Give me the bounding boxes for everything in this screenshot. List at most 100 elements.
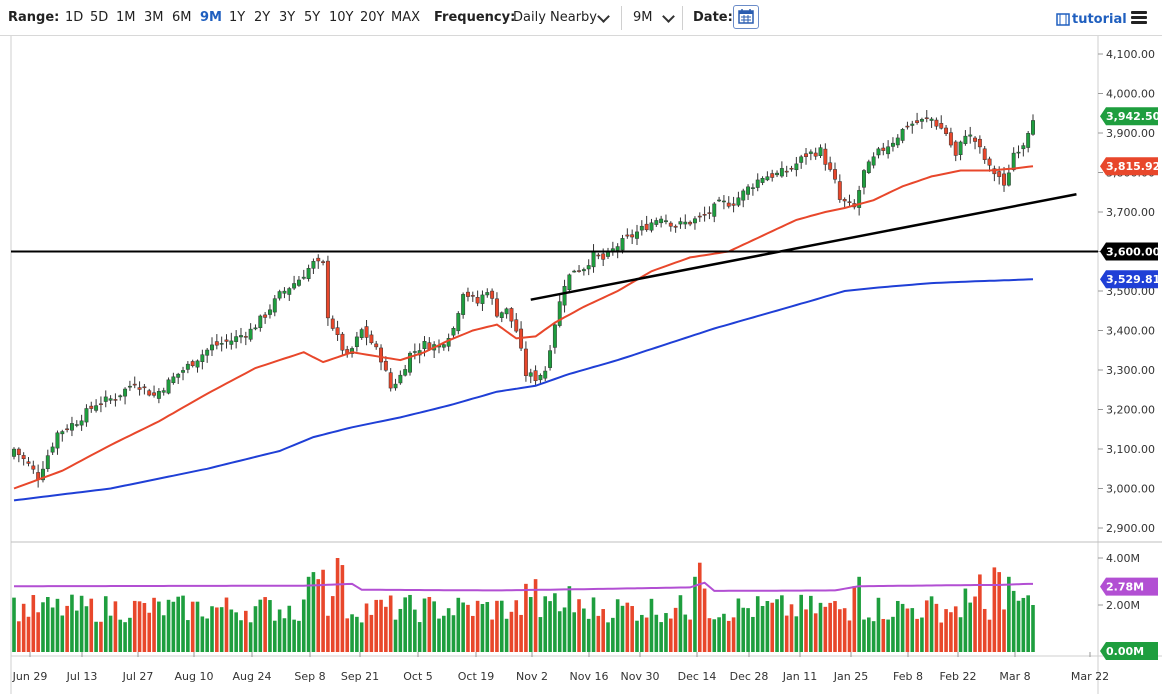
x-tick-label: Feb 8 [893,670,923,683]
volume-bar [147,612,152,652]
volume-bar [277,609,282,652]
candle-body [84,408,89,423]
fast-ma-tag: 3,815.92 [1100,157,1160,176]
volume-bar [620,605,625,652]
range-max-button[interactable]: MAX [391,10,421,25]
volume-bar [355,616,359,652]
volume-bar [963,588,968,652]
candle-body [953,141,958,156]
frequency-select[interactable]: Daily Nearby [513,10,598,25]
range-1d-button[interactable]: 1D [65,10,84,25]
candle-body [948,132,953,146]
calendar-icon [738,9,754,24]
volume-bar [838,609,842,652]
volume-bar [234,612,238,652]
range-5d-button[interactable]: 5D [90,10,109,25]
candle-body [789,167,794,170]
candle-body [1016,151,1021,154]
candle-body [490,290,495,299]
candle-body [195,360,200,368]
volume-bar [364,603,369,652]
volume-bar [258,599,263,652]
candle-body [16,448,21,456]
candle-body [171,376,176,384]
candle-body [185,363,190,370]
range-3m-button[interactable]: 3M [144,10,164,25]
volume-bar [244,610,248,652]
candle-body [886,146,891,155]
price-chart[interactable]: 4,100.004,000.003,900.003,800.003,700.00… [0,36,1162,694]
calendar-button[interactable] [733,5,759,29]
price-tick-label: 3,700.00 [1106,206,1155,219]
x-tick-label: Aug 10 [175,670,214,683]
volume-bar [731,617,736,652]
candle-body [311,261,316,269]
hamburger-menu-icon[interactable] [1131,11,1147,25]
candle-body [330,318,335,329]
volume-bar [166,599,171,652]
volume-bar [31,595,36,652]
price-tick-label: 3,500.00 [1106,285,1155,298]
x-tick-label: Oct 19 [458,670,495,683]
volume-bar [833,601,837,652]
candle-body [470,295,475,297]
tutorial-link[interactable]: tutorial [1072,12,1127,27]
volume-bar [374,599,379,652]
volume-bar [200,616,205,652]
range-20y-button[interactable]: 20Y [360,10,385,25]
volume-bar [697,562,702,652]
chevron-down-icon[interactable] [662,10,675,23]
volume-bar [543,596,548,652]
volume-bar [215,607,219,652]
volume-bar [649,598,654,652]
range-5y-button[interactable]: 5Y [304,10,321,25]
volume-bar [84,606,89,652]
range-3y-button[interactable]: 3Y [279,10,296,25]
period-select[interactable]: 9M [633,10,653,25]
volume-tick-label: 4.00M [1106,552,1140,565]
range-2y-button[interactable]: 2Y [254,10,271,25]
candle-body [847,201,852,203]
volume-bar [973,596,977,652]
price-tick-label: 3,200.00 [1106,404,1155,417]
x-tick-label: Sep 21 [341,670,379,683]
volume-bar [1026,595,1030,652]
range-6m-button[interactable]: 6M [172,10,192,25]
range-10y-button[interactable]: 10Y [329,10,354,25]
price-tick-label: 4,100.00 [1106,48,1155,61]
x-tick-label: Mar 22 [1071,670,1109,683]
volume-bar [137,601,142,652]
candle-body [934,119,939,127]
volume-bar [978,574,982,652]
candle-body [741,190,746,201]
volume-bar [1016,600,1021,652]
chevron-down-icon[interactable] [597,10,610,23]
candle-body [973,137,977,142]
x-tick-label: Oct 5 [403,670,433,683]
volume-bar [528,597,533,652]
volume-bar [74,610,79,652]
candle-body [842,199,847,202]
volume-average-line [14,581,1033,592]
volume-bar [210,606,214,652]
candle-body [963,135,968,144]
candle-body [615,246,620,251]
volume-bar [161,615,166,652]
candle-body [403,369,408,376]
volume-bar [253,606,258,652]
candle-body [924,117,929,119]
candle-body [997,171,1002,177]
volume-bar [229,609,234,652]
candle-body [562,286,567,306]
candle-body [504,308,509,315]
range-1m-button[interactable]: 1M [116,10,136,25]
price-tick-label: 3,400.00 [1106,325,1155,338]
volume-bar [519,614,523,652]
range-9m-button[interactable]: 9M [200,10,222,25]
volume-bar [789,604,794,652]
range-1y-button[interactable]: 1Y [229,10,246,25]
candle-body [828,162,833,170]
candle-body [466,291,470,297]
volume-bar [442,615,446,652]
candle-body [712,203,717,217]
